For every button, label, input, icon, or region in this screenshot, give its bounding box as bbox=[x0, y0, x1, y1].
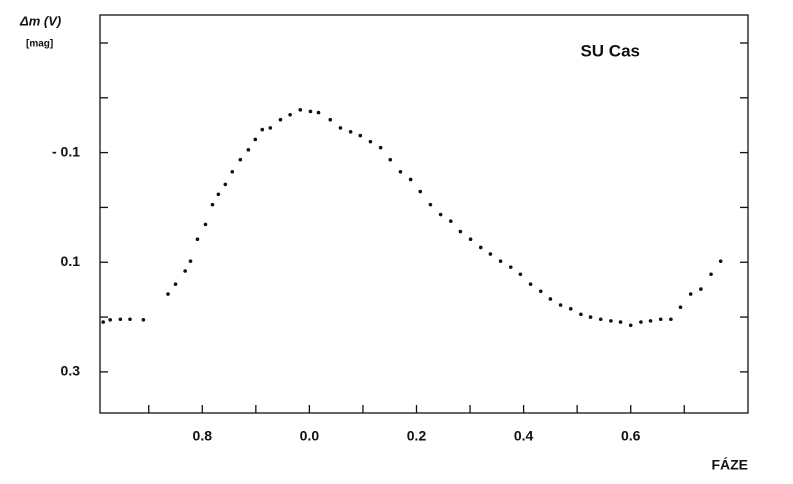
data-point bbox=[558, 303, 563, 307]
data-point bbox=[408, 177, 413, 182]
data-point bbox=[378, 145, 383, 150]
y-tick-label: 0.1 bbox=[61, 253, 81, 269]
data-point bbox=[548, 297, 553, 301]
data-point bbox=[518, 272, 523, 277]
data-point bbox=[648, 319, 653, 323]
data-point bbox=[216, 192, 221, 197]
data-point bbox=[308, 109, 313, 114]
data-point bbox=[358, 133, 363, 138]
data-point bbox=[246, 148, 251, 152]
data-point bbox=[488, 252, 493, 256]
data-point bbox=[628, 323, 633, 328]
x-tick-label: 0.2 bbox=[407, 428, 427, 444]
data-point bbox=[288, 112, 292, 117]
data-point bbox=[418, 189, 423, 194]
data-point bbox=[579, 312, 583, 317]
data-point bbox=[588, 315, 593, 319]
data-point bbox=[173, 282, 178, 286]
data-point bbox=[609, 319, 613, 323]
data-point bbox=[203, 222, 208, 227]
data-point bbox=[709, 272, 713, 277]
data-point bbox=[183, 269, 187, 273]
y-axis-label: Δm (V) bbox=[19, 13, 61, 28]
data-point bbox=[398, 169, 403, 174]
data-point bbox=[101, 320, 106, 324]
data-point bbox=[298, 108, 303, 112]
data-point bbox=[468, 237, 473, 242]
data-point bbox=[658, 317, 663, 322]
data-point bbox=[618, 320, 623, 324]
data-point bbox=[118, 317, 123, 322]
x-tick-label: 0.0 bbox=[300, 428, 320, 444]
y-tick-label: - 0.1 bbox=[52, 143, 80, 159]
data-point bbox=[195, 237, 200, 242]
data-point bbox=[253, 137, 258, 142]
data-point bbox=[598, 317, 603, 322]
data-point bbox=[188, 259, 193, 263]
data-point bbox=[639, 320, 643, 324]
data-point bbox=[428, 202, 433, 207]
data-point bbox=[508, 265, 513, 269]
chart-title: SU Cas bbox=[580, 41, 640, 60]
data-point bbox=[328, 117, 333, 122]
x-axis-label: FÁZE bbox=[711, 457, 748, 473]
data-point bbox=[230, 169, 235, 174]
data-point bbox=[166, 292, 170, 296]
data-point bbox=[278, 117, 283, 122]
x-tick-label: 0.6 bbox=[621, 428, 641, 444]
data-point bbox=[528, 282, 533, 286]
data-point bbox=[669, 317, 673, 322]
data-point bbox=[268, 126, 273, 130]
data-point bbox=[108, 318, 112, 322]
data-point bbox=[538, 289, 543, 294]
data-point bbox=[316, 110, 321, 115]
data-point bbox=[678, 305, 683, 309]
x-tick-label: 0.8 bbox=[193, 428, 213, 444]
data-point bbox=[478, 245, 483, 250]
y-tick-label: 0.3 bbox=[61, 363, 81, 379]
data-point bbox=[448, 219, 453, 223]
data-point bbox=[128, 317, 132, 322]
data-point bbox=[718, 259, 723, 263]
data-point bbox=[338, 126, 343, 130]
data-point bbox=[348, 129, 353, 134]
y-axis-unit: [mag] bbox=[26, 39, 53, 50]
data-point bbox=[238, 157, 243, 162]
x-tick-label: 0.4 bbox=[514, 428, 534, 444]
data-point bbox=[458, 229, 463, 234]
data-point bbox=[568, 307, 573, 311]
data-point bbox=[260, 127, 265, 132]
data-point bbox=[438, 212, 443, 217]
data-point bbox=[223, 182, 228, 187]
data-point bbox=[141, 318, 146, 322]
data-point bbox=[210, 202, 215, 207]
data-point bbox=[388, 157, 393, 162]
plot-frame bbox=[99, 14, 749, 414]
data-point bbox=[368, 139, 373, 144]
data-point bbox=[688, 292, 693, 296]
data-point bbox=[498, 259, 503, 263]
data-point bbox=[699, 287, 703, 291]
